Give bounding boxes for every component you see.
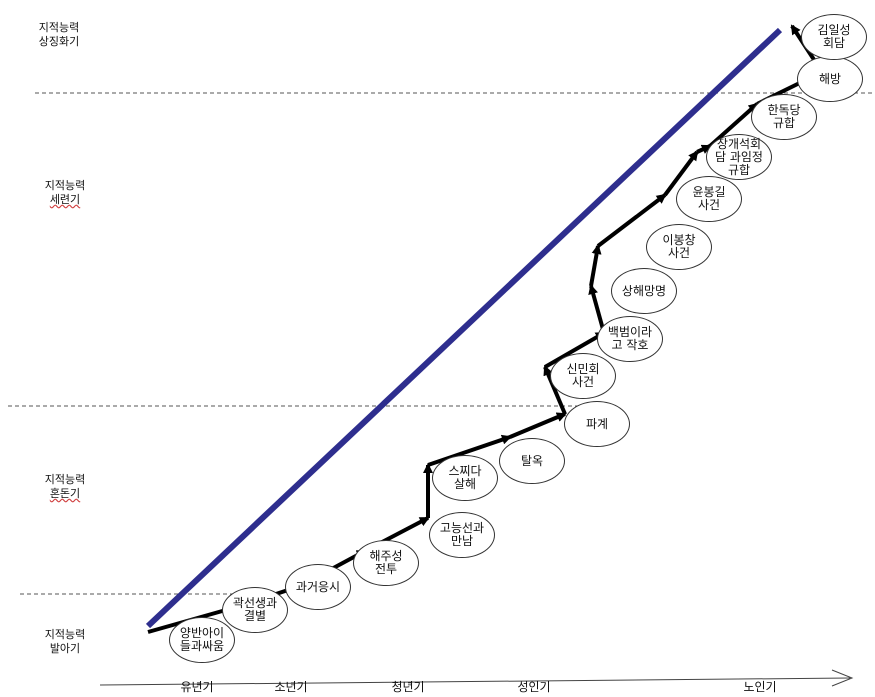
event-label: 해방: [818, 71, 842, 86]
event-label: 김일성: [817, 23, 851, 37]
event-label: 고 작호: [611, 338, 649, 352]
age-label-old-age: 노인기: [743, 680, 777, 694]
event-label: 담 과임정: [715, 149, 763, 164]
event-node: 윤봉길 사건: [676, 176, 742, 222]
event-node: 해주성 전투: [353, 540, 419, 586]
stage-label-confusion: 지적능력 혼돈기: [44, 473, 86, 500]
age-label-boyhood: 소년기: [274, 680, 308, 694]
event-label: 파계: [585, 416, 609, 431]
progression-arrow: [596, 193, 667, 248]
event-node: 파계: [564, 401, 630, 447]
event-node: 과거응시: [285, 564, 351, 610]
stage-label-refinement: 지적능력 세련기: [44, 179, 86, 206]
event-label: 고능선과: [439, 521, 485, 535]
trend-line: [145, 27, 783, 629]
event-node: 백범이라 고 작호: [597, 316, 663, 362]
event-node: 한독당 규합: [751, 94, 817, 140]
event-node: 상해망명: [611, 268, 677, 314]
event-label: 살해: [453, 477, 477, 491]
event-label: 백범이라: [607, 325, 653, 339]
event-label: 사건: [571, 375, 595, 389]
event-label: 곽선생과: [232, 596, 278, 610]
event-node: 곽선생과 결별: [222, 587, 288, 633]
event-label: 상해망명: [621, 283, 667, 298]
event-label: 규합: [772, 116, 796, 130]
event-label: 전투: [374, 562, 398, 576]
age-axis-line: [99, 677, 851, 686]
event-label: 만남: [450, 534, 474, 548]
progression-arrow: [589, 244, 602, 287]
age-label-youth: 청년기: [391, 680, 425, 694]
progression-arrow: [509, 412, 567, 439]
event-label: 이봉창: [662, 233, 696, 247]
event-label: 윤봉길: [692, 185, 726, 199]
event-node: 고능선과 만남: [429, 512, 495, 558]
age-label-adulthood: 성인기: [517, 680, 551, 694]
age-axis-arrowhead: [831, 669, 854, 687]
progression-arrow: [544, 331, 606, 369]
event-label: 한독당: [767, 103, 801, 117]
event-label: 사건: [697, 198, 721, 212]
event-label: 들과싸움: [179, 639, 225, 653]
event-node: 양반아이 들과싸움: [169, 617, 235, 663]
progression-arrow: [663, 150, 699, 197]
event-label: 사건: [667, 246, 691, 260]
event-label: 신민회: [566, 362, 600, 376]
stage-label-germination: 지적능력 발아기: [44, 628, 86, 655]
event-node: 스찌다 살해: [432, 455, 498, 501]
event-node: 김일성 회담: [801, 14, 867, 60]
age-label-childhood: 유년기: [180, 680, 214, 694]
event-label: 결별: [243, 609, 267, 623]
event-label: 장개석회: [716, 136, 762, 151]
event-node: 장개석회 담 과임정 규합: [706, 134, 772, 180]
event-node: 이봉창 사건: [646, 224, 712, 270]
event-label: 규합: [727, 162, 751, 177]
stage-label-symbolization: 지적능력 상징화기: [38, 21, 80, 48]
progression-arrow: [543, 365, 567, 415]
event-node: 해방: [797, 56, 863, 102]
event-label: 탈옥: [520, 453, 544, 468]
event-label: 해주성: [369, 549, 403, 563]
event-label: 양반아이: [179, 626, 225, 640]
event-label: 과거응시: [295, 579, 341, 594]
event-label: 회담: [822, 36, 846, 50]
event-node: 탈옥: [499, 438, 565, 484]
event-label: 스찌다: [448, 464, 482, 478]
event-node: 신민회 사건: [550, 353, 616, 399]
